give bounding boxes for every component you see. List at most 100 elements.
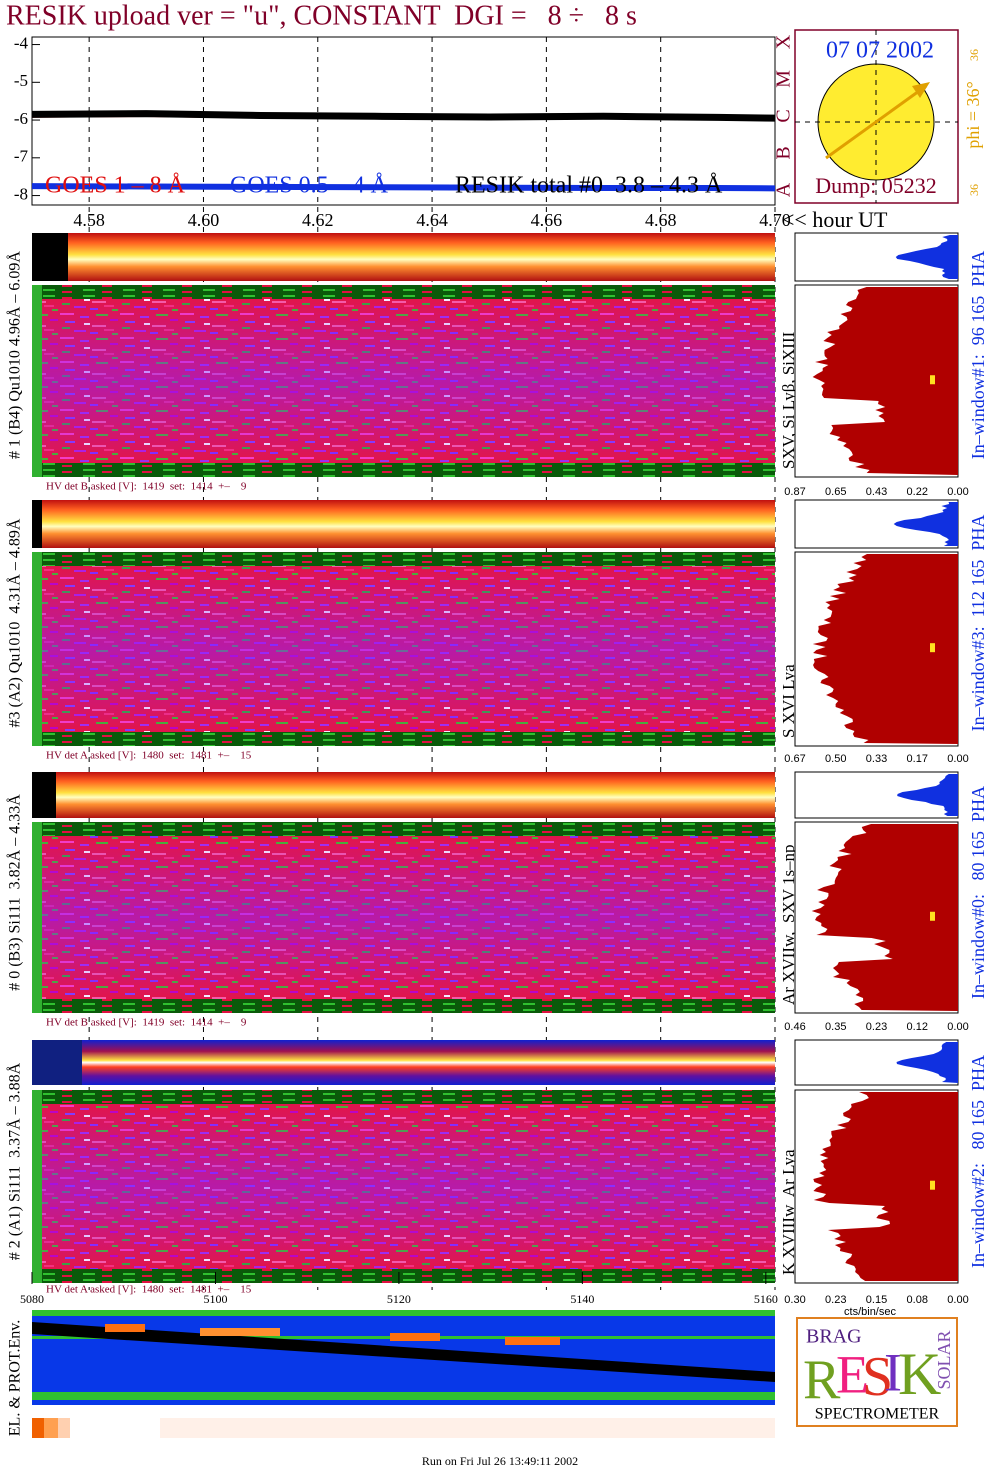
pha-small bbox=[896, 1042, 958, 1083]
series-line bbox=[31, 110, 776, 122]
pha-main bbox=[811, 824, 958, 1011]
pha-tick-label: 0.46 bbox=[784, 1021, 805, 1033]
logo-letter: S bbox=[862, 1346, 893, 1408]
flare-class: X bbox=[773, 34, 795, 49]
pha-main bbox=[812, 554, 958, 744]
y-tick-label: -8 bbox=[14, 184, 28, 203]
left-label: #3 (A2) Qu1010 4.31Å – 4.89Å bbox=[6, 518, 24, 727]
env-strip bbox=[44, 1418, 58, 1438]
record-tick-label: 5140 bbox=[570, 1292, 594, 1306]
logo-solar: SOLAR bbox=[934, 1330, 954, 1389]
y-tick-label: -5 bbox=[14, 71, 28, 90]
flare-class: C bbox=[773, 109, 795, 122]
pha-main bbox=[813, 1092, 958, 1281]
y-tick-label: -7 bbox=[14, 147, 29, 166]
x-axis-label: << hour UT bbox=[782, 207, 888, 232]
env-band bbox=[32, 1310, 775, 1316]
phi-top: 36 bbox=[967, 49, 981, 61]
env-strip bbox=[160, 1418, 775, 1438]
left-label: # 0 (B3) Si111 3.82Å – 4.33Å bbox=[6, 794, 24, 991]
heatmap-edge bbox=[32, 285, 775, 299]
heatmap-core bbox=[32, 822, 775, 1013]
dump: Dump: 05232 bbox=[815, 173, 937, 198]
pha-unit: cts/bin/sec bbox=[844, 1306, 896, 1318]
env-label: EL. & PROT.Env. bbox=[7, 1320, 24, 1436]
window-label: In–window#2: 80 165 PHA bbox=[968, 1055, 988, 1268]
env-block bbox=[105, 1324, 145, 1332]
pha-tick-label: 0.30 bbox=[784, 1294, 805, 1306]
heatmap-edge bbox=[32, 552, 42, 746]
logo-letter: K bbox=[898, 1341, 941, 1407]
flare-class: A bbox=[773, 182, 795, 197]
record-tick-label: 5120 bbox=[387, 1292, 411, 1306]
hv-label: HV det A asked [V]: 1480 set: 1481 +– 15 bbox=[46, 750, 252, 762]
env-strip bbox=[58, 1418, 70, 1438]
line-label: K XVIIIw Ar Lya bbox=[779, 1149, 798, 1275]
logo-frame bbox=[796, 1317, 958, 1427]
y-tick-label: -4 bbox=[14, 33, 29, 52]
env-strip bbox=[32, 1418, 44, 1438]
hv-label: HV det B asked [V]: 1419 set: 1414 +– 9 bbox=[46, 481, 247, 493]
env-line bbox=[32, 1322, 775, 1382]
legend-entry: RESIK total #0 3.8 – 4.3 Å bbox=[455, 173, 723, 199]
pha-marker bbox=[930, 911, 935, 921]
record-tick-label: 5100 bbox=[203, 1292, 227, 1306]
pha-tick-label: 0.43 bbox=[866, 486, 887, 498]
y-tick-label: -6 bbox=[14, 109, 28, 128]
pha-marker bbox=[930, 1180, 935, 1190]
pha-tick-label: 0.22 bbox=[907, 486, 928, 498]
record-tick-label: 5160 bbox=[754, 1292, 778, 1306]
legend-entry: GOES 1 – 8 Å bbox=[45, 173, 186, 199]
strip-block bbox=[32, 1040, 82, 1085]
pha-tick-label: 0.00 bbox=[947, 486, 968, 498]
heatmap-core bbox=[32, 1090, 775, 1283]
heatmap-edge bbox=[32, 822, 775, 836]
env-band bbox=[32, 1392, 775, 1400]
logo-letter: I bbox=[884, 1342, 902, 1402]
heatmap-edge bbox=[32, 1090, 42, 1283]
pha-marker bbox=[930, 375, 935, 385]
heatmap-edge bbox=[32, 552, 775, 566]
flare-class: M bbox=[773, 70, 795, 88]
pha-small bbox=[895, 235, 958, 279]
phi: phi = 36° bbox=[963, 81, 983, 148]
heatmap-edge bbox=[32, 822, 42, 1013]
heatmap-edge bbox=[32, 285, 42, 477]
pha-marker bbox=[930, 643, 935, 653]
pha-tick-label: 0.12 bbox=[907, 1021, 928, 1033]
flare-class: B bbox=[773, 146, 795, 159]
logo-letter: R bbox=[803, 1349, 841, 1411]
heatmap-core bbox=[32, 285, 775, 477]
legend-entry: GOES 0.5 – 4 Å bbox=[230, 173, 389, 199]
window-label: In–window#0: 80 165 PHA bbox=[968, 786, 988, 999]
heatmap-edge bbox=[32, 1090, 775, 1104]
heatmap-edge bbox=[32, 463, 775, 477]
spectrum-strip bbox=[32, 772, 775, 818]
heatmap-edge bbox=[32, 1269, 775, 1283]
spectrum-strip bbox=[32, 500, 775, 548]
pha-tick-label: 0.00 bbox=[947, 1294, 968, 1306]
title: RESIK upload ver = "u", CONSTANT DGI = 8… bbox=[6, 0, 637, 31]
phi-arrowhead bbox=[912, 82, 930, 98]
phi-arrow bbox=[825, 84, 927, 160]
pha-tick-label: 0.17 bbox=[907, 753, 928, 765]
heatmap-core bbox=[32, 552, 775, 746]
spectrum-strip bbox=[32, 1040, 775, 1085]
pha-tick-label: 0.87 bbox=[784, 486, 805, 498]
heatmap-edge bbox=[32, 732, 775, 746]
pha-tick-label: 0.08 bbox=[907, 1294, 928, 1306]
phi-bottom: 36 bbox=[967, 184, 981, 196]
strip-block bbox=[32, 500, 42, 548]
hv-label: HV det B asked [V]: 1419 set: 1414 +– 9 bbox=[46, 1017, 247, 1029]
left-label: # 2 (A1) Si111 3.37Å – 3.88Å bbox=[6, 1062, 24, 1260]
logo-name: SPECTROMETER bbox=[815, 1406, 940, 1423]
pha-tick-label: 0.50 bbox=[825, 753, 846, 765]
record-tick-label: 5080 bbox=[20, 1292, 44, 1306]
logo-brag: BRAG bbox=[806, 1326, 862, 1348]
pha-small bbox=[897, 774, 958, 816]
pha-small bbox=[893, 502, 958, 546]
pha-tick-label: 0.33 bbox=[866, 753, 887, 765]
series-line bbox=[31, 183, 776, 192]
